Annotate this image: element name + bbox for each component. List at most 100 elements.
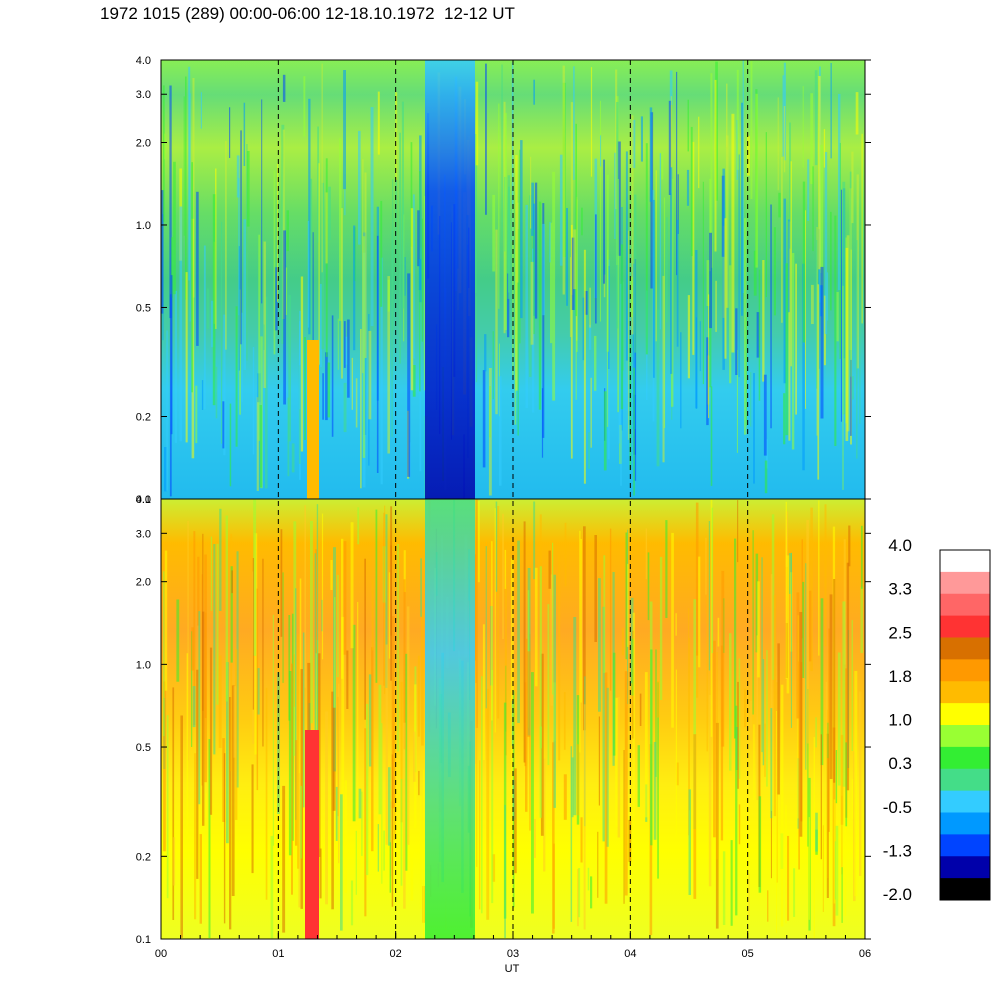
lower-texture-stripe xyxy=(828,628,830,832)
upper-texture-stripe xyxy=(656,309,660,467)
lower-texture-stripe xyxy=(341,616,345,852)
upper-texture-stripe xyxy=(773,227,776,316)
upper-texture-stripe xyxy=(236,155,240,198)
upper-texture-stripe xyxy=(407,273,411,477)
upper-texture-stripe xyxy=(283,230,286,405)
lower-texture-stripe xyxy=(371,579,374,651)
lower-texture-stripe xyxy=(594,535,597,642)
upper-texture-stripe xyxy=(581,207,583,236)
lower-texture-stripe xyxy=(808,817,810,920)
upper-texture-stripe xyxy=(222,401,225,449)
upper-texture-stripe xyxy=(830,211,832,311)
upper-texture-stripe xyxy=(410,208,414,391)
upper-texture-stripe xyxy=(179,206,183,442)
upper-texture-stripe xyxy=(603,159,605,284)
lower-texture-stripe xyxy=(721,570,725,747)
lower-texture-stripe xyxy=(233,686,236,758)
upper-texture-stripe xyxy=(627,230,629,440)
upper-texture-stripe xyxy=(261,99,263,304)
upper-texture-stripe xyxy=(256,397,259,491)
lower-texture-stripe xyxy=(350,522,354,649)
lower-texture-stripe xyxy=(495,501,498,592)
upper-texture-stripe xyxy=(196,191,199,346)
upper-texture-stripe xyxy=(778,192,781,218)
lower-texture-stripe xyxy=(767,890,769,922)
lower-texture-stripe xyxy=(421,612,424,746)
lower-texture-stripe xyxy=(570,746,573,922)
lower-texture-stripe xyxy=(355,830,357,895)
lower-texture-stripe xyxy=(758,548,761,581)
lower-texture-stripe xyxy=(833,799,836,904)
upper-texture-stripe xyxy=(395,105,398,262)
lower-texture-stripe xyxy=(400,779,403,886)
lower-texture-stripe xyxy=(696,650,699,698)
upper-texture-stripe xyxy=(344,336,348,365)
colorbar-label: 2.5 xyxy=(888,623,912,642)
lower-texture-stripe xyxy=(698,556,701,668)
lower-y-tick-label: 1.0 xyxy=(136,659,151,671)
lower-texture-stripe xyxy=(564,522,567,587)
upper-texture-stripe xyxy=(680,332,682,429)
lower-y-tick-label: 0.5 xyxy=(136,742,151,754)
lower-texture-stripe xyxy=(419,796,422,909)
colorbar-swatch xyxy=(940,856,990,879)
lower-texture-stripe xyxy=(231,570,233,594)
lower-texture-stripe xyxy=(834,841,836,900)
upper-texture-stripe xyxy=(418,259,422,291)
lower-texture-stripe xyxy=(837,652,841,786)
upper-texture-stripe xyxy=(750,61,753,199)
hour-grid xyxy=(277,60,749,939)
upper-texture-stripe xyxy=(410,142,413,247)
colorbar-swatch xyxy=(940,593,990,617)
lower-y-tick-label: 4.0 xyxy=(136,494,151,506)
upper-texture-stripe xyxy=(594,335,597,391)
upper-texture-stripe xyxy=(533,229,535,335)
upper-texture-stripe xyxy=(163,85,165,222)
lower-texture-stripe xyxy=(790,552,792,728)
upper-texture-stripe xyxy=(659,153,662,330)
upper-texture-stripe xyxy=(725,135,729,308)
lower-texture-stripe xyxy=(676,762,679,786)
x-axis: 00 01 02 03 04 05 06 xyxy=(155,931,871,960)
upper-texture-stripe xyxy=(583,249,586,484)
lower-texture-stripe xyxy=(539,566,542,749)
lower-texture-stripe xyxy=(603,555,606,673)
upper-texture-stripe xyxy=(533,79,535,105)
upper-texture-stripe xyxy=(715,61,718,201)
upper-texture-stripe xyxy=(670,167,673,374)
upper-texture-stripe xyxy=(709,232,712,329)
lower-texture-stripe xyxy=(785,501,787,679)
lower-texture-stripe xyxy=(770,810,772,879)
upper-texture-stripe xyxy=(662,275,665,463)
upper-texture-stripe xyxy=(516,202,519,283)
upper-texture-stripe xyxy=(321,63,323,273)
upper-texture-stripe xyxy=(368,330,372,420)
lower-texture-stripe xyxy=(675,613,677,636)
lower-texture-stripe xyxy=(695,502,699,656)
lower-texture-stripe xyxy=(583,526,586,731)
lower-texture-stripe xyxy=(552,742,555,934)
lower-texture-stripe xyxy=(757,581,760,678)
lower-texture-stripe xyxy=(357,507,360,545)
upper-texture-stripe xyxy=(729,265,732,384)
upper-texture-stripe xyxy=(273,170,276,355)
lower-texture-stripe xyxy=(764,723,766,777)
lower-texture-stripe xyxy=(822,825,824,912)
lower-texture-stripe xyxy=(405,653,408,871)
lower-panel-event-stripe xyxy=(305,730,319,939)
upper-texture-stripe xyxy=(235,306,238,447)
lower-texture-stripe xyxy=(659,556,663,700)
lower-texture-stripe xyxy=(218,655,222,748)
lower-texture-stripe xyxy=(752,530,754,715)
lower-texture-stripe xyxy=(475,499,478,728)
lower-texture-stripe xyxy=(624,671,628,896)
upper-texture-stripe xyxy=(550,222,553,344)
lower-texture-stripe xyxy=(512,779,516,820)
colorbar-label: 1.0 xyxy=(888,711,912,730)
upper-texture-stripe xyxy=(322,373,324,420)
lower-texture-stripe xyxy=(835,750,838,804)
upper-texture-stripe xyxy=(852,376,854,400)
lower-texture-stripe xyxy=(481,676,483,914)
lower-texture-stripe xyxy=(204,554,207,783)
lower-texture-stripe xyxy=(825,681,828,728)
